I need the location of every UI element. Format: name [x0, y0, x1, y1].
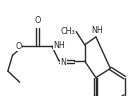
Text: O: O	[34, 16, 41, 25]
Text: NH: NH	[53, 41, 65, 50]
Text: N: N	[60, 58, 66, 67]
Text: CH₃: CH₃	[60, 27, 75, 36]
Text: O: O	[15, 42, 22, 51]
Text: NH: NH	[91, 26, 103, 35]
